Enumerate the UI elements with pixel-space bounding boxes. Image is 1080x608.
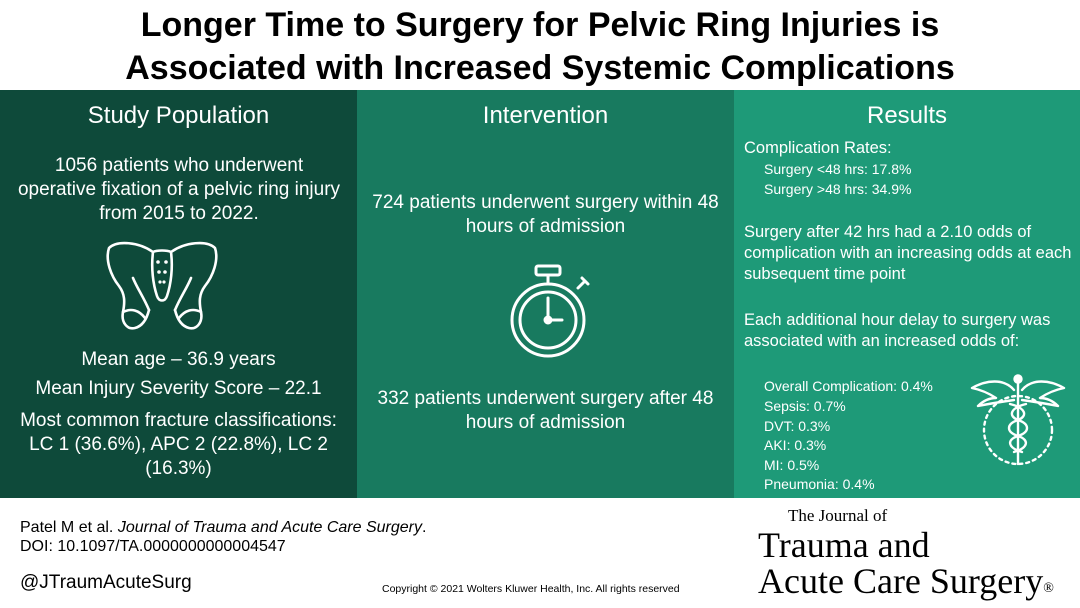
citation-authors: Patel M et al. xyxy=(20,519,118,536)
results-heading: Results xyxy=(866,102,948,129)
study-population-heading: Study Population xyxy=(87,102,270,129)
mean-age: Mean age – 36.9 years xyxy=(81,349,276,370)
fracture-classifications: Most common fracture classifications: LC… xyxy=(20,410,337,479)
copyright: Copyright © 2021 Wolters Kluwer Health, … xyxy=(382,583,680,595)
journal-logo-line2: Acute Care Surgery® xyxy=(758,561,1054,601)
citation-end: . xyxy=(421,519,427,536)
journal-logo-small: The Journal of xyxy=(788,506,888,525)
list-item: Pneumonia: 0.4% xyxy=(764,476,875,492)
complication-rates-label: Complication Rates: xyxy=(744,139,892,157)
stopwatch-icon xyxy=(510,264,590,358)
list-item: Sepsis: 0.7% xyxy=(764,398,846,414)
registered-mark: ® xyxy=(1043,581,1054,596)
odds-statement: Surgery after 42 hrs had a 2.10 odds of … xyxy=(744,223,1072,283)
journal-logo-line1: Trauma and xyxy=(758,525,930,565)
mean-iss: Mean Injury Severity Score – 22.1 xyxy=(35,378,322,399)
intervention-late: 332 patients underwent surgery after 48 … xyxy=(377,388,714,433)
twitter-handle[interactable]: @JTraumAcuteSurg xyxy=(20,572,192,593)
page-title: Longer Time to Surgery for Pelvic Ring I… xyxy=(0,4,1080,90)
intervention-early: 724 patients underwent surgery within 48… xyxy=(372,192,719,237)
rate-late: Surgery >48 hrs: 34.9% xyxy=(764,181,912,197)
citation-journal: Journal of Trauma and Acute Care Surgery xyxy=(117,519,422,536)
study-population-panel: Study Population 1056 patients who under… xyxy=(0,90,357,498)
intervention-heading: Intervention xyxy=(482,102,609,129)
list-item: AKI: 0.3% xyxy=(764,437,827,453)
title-line-1: Longer Time to Surgery for Pelvic Ring I… xyxy=(140,6,940,44)
study-population-description: 1056 patients who underwent operative fi… xyxy=(17,155,341,224)
doi[interactable]: DOI: 10.1097/TA.0000000000004547 xyxy=(20,538,286,555)
results-panel: Results Complication Rates: Surgery <48 … xyxy=(734,90,1080,498)
list-item: Overall Complication: 0.4% xyxy=(764,378,933,394)
pelvis-icon xyxy=(106,241,218,330)
citation: Patel M et al. Journal of Trauma and Acu… xyxy=(20,518,426,537)
intervention-panel: Intervention 724 patients underwent surg… xyxy=(357,90,734,498)
journal-logo-line2-text: Acute Care Surgery xyxy=(758,561,1044,601)
caduceus-icon xyxy=(970,374,1066,466)
rate-early: Surgery <48 hrs: 17.8% xyxy=(764,161,912,177)
title-line-2: Associated with Increased Systemic Compl… xyxy=(125,49,955,87)
list-item: DVT: 0.3% xyxy=(764,418,831,434)
list-item: MI: 0.5% xyxy=(764,457,820,473)
hourly-statement: Each additional hour delay to surgery wa… xyxy=(744,311,1051,350)
